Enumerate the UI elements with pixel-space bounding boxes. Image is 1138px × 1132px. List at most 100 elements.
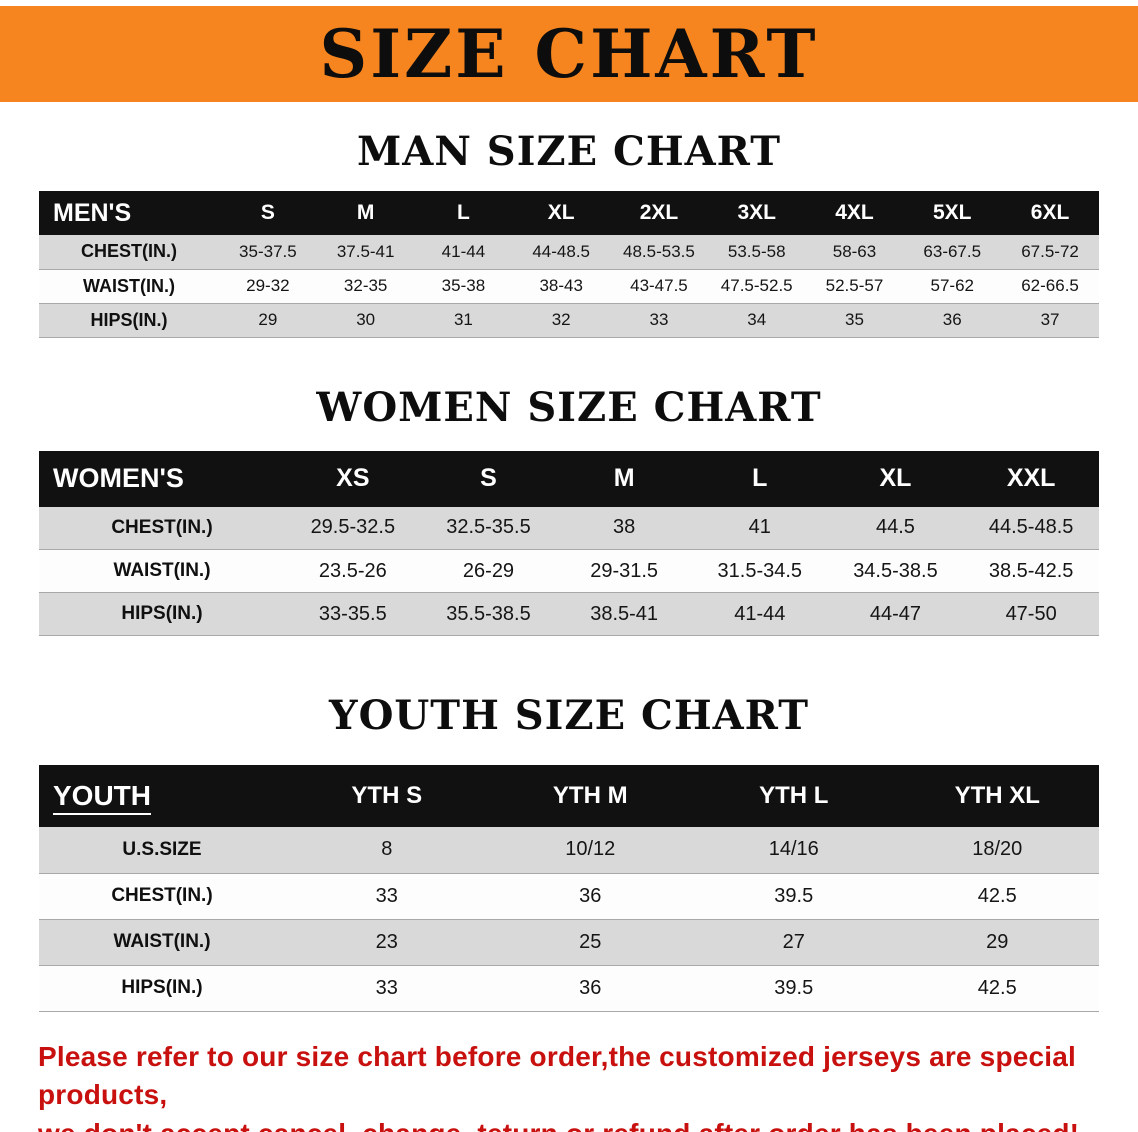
size-value: 35 bbox=[845, 310, 864, 329]
disclaimer: Please refer to our size chart before or… bbox=[38, 1038, 1102, 1132]
size-column-header: YTH M bbox=[488, 765, 692, 827]
table-row: HIPS(IN.) 33-35.5 35.5-38.5 38.5-41 41-44 44-… bbox=[39, 592, 1099, 636]
size-value: 48.5-53.5 bbox=[623, 241, 695, 261]
size-value: 33-35.5 bbox=[318, 602, 387, 625]
size-value: 29 bbox=[986, 930, 1009, 953]
size-value: 37.5-41 bbox=[336, 241, 395, 261]
size-value: 27 bbox=[782, 930, 805, 953]
size-value: 43-47.5 bbox=[630, 276, 688, 295]
size-value: 23 bbox=[375, 930, 398, 953]
disclaimer-line-2: we don't accept cancel, change, teturn o… bbox=[38, 1115, 1102, 1132]
size-value: 39.5 bbox=[774, 884, 814, 907]
size-value: 63-67.5 bbox=[923, 241, 982, 261]
size-value: 35.5-38.5 bbox=[446, 602, 531, 625]
table-header-row: MEN'S S M L XL 2XL 3XL 4XL 5XL 6XL bbox=[39, 191, 1099, 235]
size-column-header: XL bbox=[827, 450, 964, 507]
size-value: 47-50 bbox=[1005, 602, 1057, 625]
row-label: WAIST(IN.) bbox=[113, 931, 211, 952]
men-size-table: MEN'S S M L XL 2XL 3XL 4XL 5XL 6XL CHEST(IN.) 35-37… bbox=[39, 191, 1099, 338]
size-column-header: S bbox=[219, 191, 317, 235]
table-corner-label: MEN'S bbox=[39, 191, 219, 235]
youth-chart-heading: YOUTH SIZE CHART bbox=[329, 692, 809, 739]
men-chart-heading: MAN SIZE CHART bbox=[357, 128, 781, 175]
size-column-header: S bbox=[420, 450, 557, 507]
row-label: CHEST(IN.) bbox=[81, 241, 177, 262]
table-corner-label: WOMEN'S bbox=[39, 450, 285, 507]
size-value: 34 bbox=[747, 310, 767, 329]
banner: SIZE CHART bbox=[0, 6, 1138, 102]
size-value: 52.5-57 bbox=[825, 276, 884, 295]
table-row: CHEST(IN.) 29.5-32.5 32.5-35.5 38 41 44.5 44.5… bbox=[39, 506, 1099, 550]
size-column-header: 6XL bbox=[1001, 191, 1099, 235]
disclaimer-line-1: Please refer to our size chart before or… bbox=[38, 1040, 1077, 1111]
size-value: 33 bbox=[649, 310, 669, 329]
size-value: 31.5-34.5 bbox=[717, 559, 803, 582]
size-value: 32.5-35.5 bbox=[446, 516, 531, 539]
size-value: 41-44 bbox=[441, 241, 486, 261]
size-value: 29.5-32.5 bbox=[310, 516, 396, 539]
size-value: 36 bbox=[579, 884, 602, 907]
row-label: U.S.SIZE bbox=[122, 838, 202, 860]
size-value: 58-63 bbox=[832, 241, 877, 261]
size-value: 29-31.5 bbox=[590, 559, 659, 582]
size-value: 42.5 bbox=[977, 884, 1017, 907]
row-label: WAIST(IN.) bbox=[83, 275, 175, 296]
size-value: 53.5-58 bbox=[727, 241, 786, 261]
size-column-header: 2XL bbox=[610, 191, 708, 235]
page-title: SIZE CHART bbox=[319, 15, 819, 93]
size-value: 35-37.5 bbox=[239, 241, 297, 261]
size-value: 41-44 bbox=[734, 602, 786, 625]
size-column-header: XS bbox=[285, 450, 421, 507]
row-label: HIPS(IN.) bbox=[121, 977, 203, 998]
men-size-section: MAN SIZE CHART MEN'S S M L XL 2XL 3XL 4XL 5XL 6XL… bbox=[0, 128, 1138, 338]
size-value: 44-48.5 bbox=[532, 241, 591, 261]
size-value: 44.5-48.5 bbox=[988, 516, 1074, 539]
size-column-header: 5XL bbox=[903, 191, 1002, 235]
table-header-row: YOUTH YTH S YTH M YTH L YTH XL bbox=[39, 765, 1099, 827]
table-corner-label: YOUTH bbox=[39, 765, 285, 827]
size-column-header: 3XL bbox=[707, 191, 806, 235]
size-value: 30 bbox=[356, 310, 376, 329]
size-value: 33 bbox=[375, 884, 398, 907]
size-value: 39.5 bbox=[774, 976, 814, 999]
size-column-header: M bbox=[556, 450, 692, 507]
size-value: 38.5-42.5 bbox=[988, 559, 1074, 582]
women-chart-heading: WOMEN SIZE CHART bbox=[316, 383, 822, 431]
table-row: HIPS(IN.) 29 30 31 32 33 34 35 36 37 bbox=[39, 303, 1099, 337]
size-value: 57-62 bbox=[930, 276, 974, 295]
youth-size-table: YOUTH YTH S YTH M YTH L YTH XL U.S.SIZE 8 10/12… bbox=[39, 765, 1099, 1012]
women-size-table: WOMEN'S XS S M L XL XXL CHEST(IN.) 29.5-32.5 32.5… bbox=[39, 450, 1099, 637]
size-value: 8 bbox=[381, 838, 393, 861]
size-value: 47.5-52.5 bbox=[720, 276, 793, 295]
size-value: 37 bbox=[1040, 310, 1060, 329]
size-value: 36 bbox=[579, 976, 602, 999]
size-column-header: YTH L bbox=[692, 765, 896, 827]
size-value: 18/20 bbox=[972, 838, 1023, 861]
row-label: CHEST(IN.) bbox=[111, 516, 213, 538]
size-value: 29-32 bbox=[246, 276, 290, 295]
size-column-header: L bbox=[691, 450, 828, 507]
row-label: HIPS(IN.) bbox=[90, 309, 168, 330]
size-column-header: YTH XL bbox=[895, 765, 1099, 827]
size-value: 29 bbox=[258, 310, 278, 329]
row-label: HIPS(IN.) bbox=[121, 603, 203, 624]
size-value: 31 bbox=[453, 310, 473, 329]
size-value: 26-29 bbox=[462, 559, 515, 582]
size-value: 38.5-41 bbox=[590, 602, 659, 625]
size-value: 23.5-26 bbox=[318, 559, 387, 582]
row-label: WAIST(IN.) bbox=[113, 560, 211, 581]
size-value: 41 bbox=[748, 516, 771, 539]
size-column-header: M bbox=[316, 191, 415, 235]
women-size-section: WOMEN SIZE CHART WOMEN'S XS S M L XL XXL CHEST(… bbox=[0, 384, 1138, 637]
size-column-header: 4XL bbox=[805, 191, 904, 235]
size-column-header: XXL bbox=[963, 450, 1099, 507]
table-row: WAIST(IN.) 23.5-26 26-29 29-31.5 31.5-34.5 34… bbox=[39, 549, 1099, 593]
size-column-header: XL bbox=[512, 191, 611, 235]
youth-size-section: YOUTH SIZE CHART YOUTH YTH S YTH M YTH L YTH… bbox=[0, 692, 1138, 1012]
size-value: 36 bbox=[942, 310, 962, 329]
size-value: 44.5 bbox=[875, 516, 915, 539]
size-value: 67.5-72 bbox=[1021, 241, 1079, 261]
size-value: 38-43 bbox=[539, 276, 583, 295]
size-value: 34.5-38.5 bbox=[853, 559, 938, 582]
